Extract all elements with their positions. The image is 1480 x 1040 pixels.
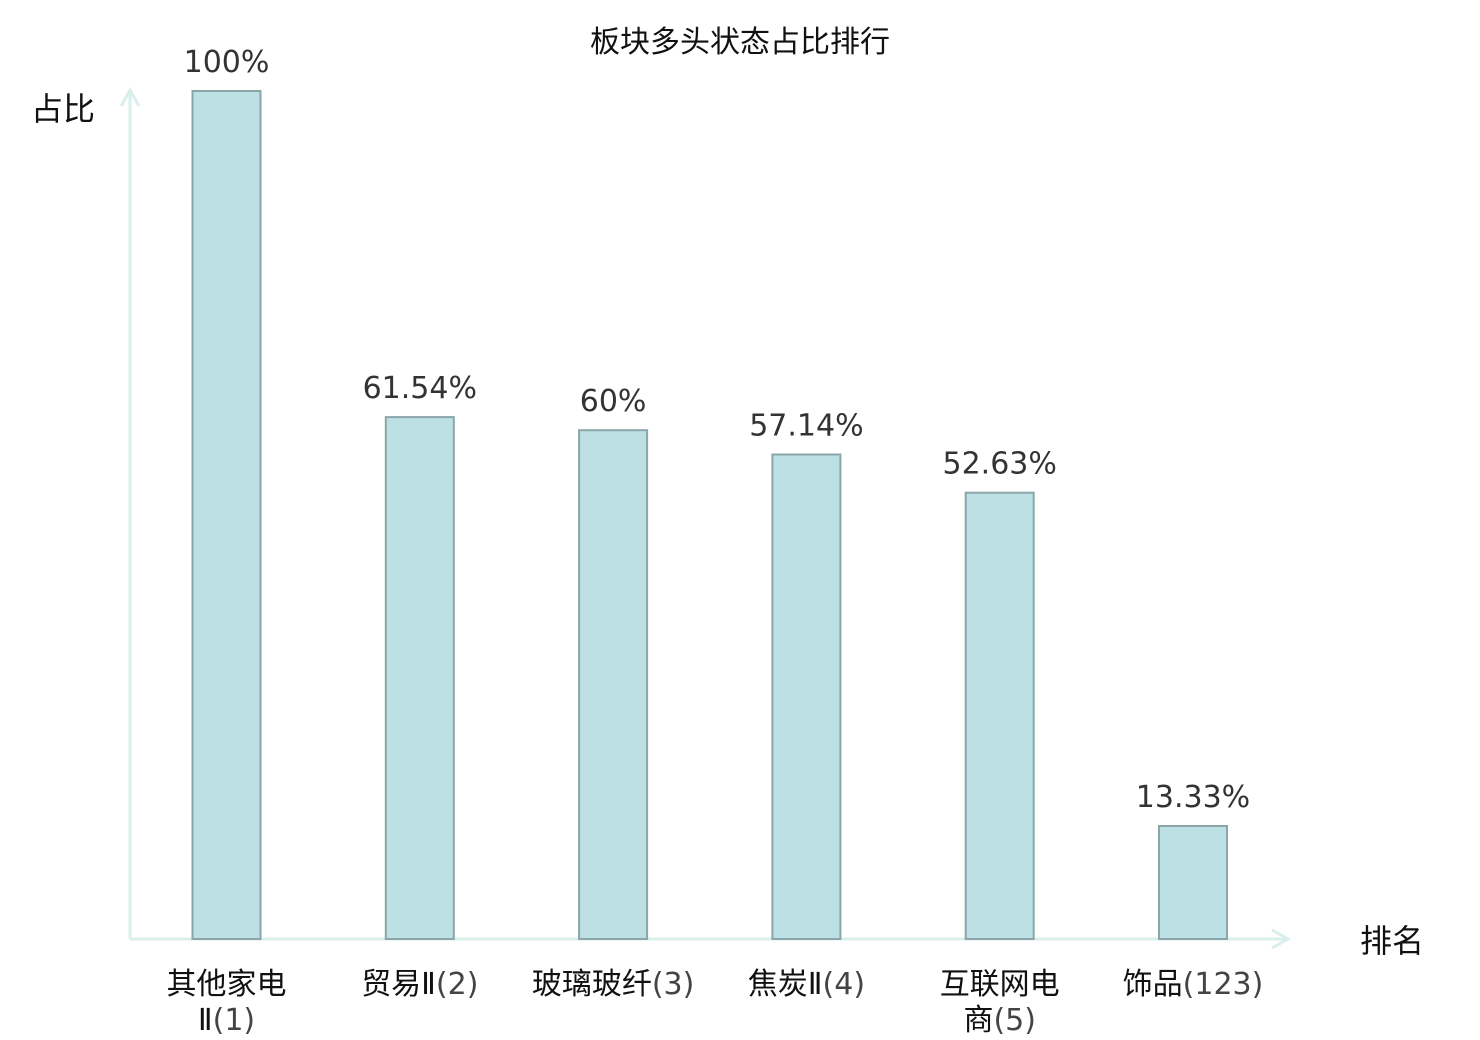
bar [578, 429, 649, 940]
category-label: 饰品(123) [1123, 967, 1264, 1002]
bar-value-label: 13.33% [1136, 780, 1250, 815]
bar [1158, 825, 1228, 940]
category-name: 饰品 [1123, 967, 1183, 1002]
category-name: 玻璃玻纤 [532, 967, 652, 1002]
x-axis-arrow [1271, 928, 1292, 950]
bar [771, 453, 842, 940]
category-name: 焦炭Ⅱ [748, 967, 823, 1002]
chart-title: 板块多头状态占比排行 [590, 25, 890, 60]
category-name: 商 [963, 1003, 993, 1038]
category-label: 焦炭Ⅱ(4) [748, 967, 865, 1002]
bar [964, 491, 1035, 940]
category-rank: (4) [823, 967, 866, 1002]
category-name: Ⅱ [198, 1003, 213, 1038]
bar-value-label: 100% [184, 45, 270, 80]
bar [384, 416, 455, 941]
y-axis-label: 占比 [31, 90, 95, 128]
category-label: 互联网电商(5) [940, 967, 1060, 1038]
category-name: 互联网电 [940, 967, 1060, 1002]
category-rank: (3) [652, 967, 695, 1002]
axes [119, 86, 1292, 950]
y-axis-arrow [119, 86, 141, 107]
bar-value-label: 52.63% [943, 447, 1057, 482]
category-labels-group: 其他家电 Ⅱ(1) 贸易Ⅱ(2) 玻璃玻纤(3) 焦炭Ⅱ(4) 互联网电商(5) 饰品(12… [167, 967, 1264, 1038]
category-rank: (2) [436, 967, 479, 1002]
category-rank: (5) [993, 1003, 1035, 1038]
bar-value-label: 60% [580, 384, 647, 419]
bars-group [191, 90, 1228, 941]
category-label: 贸易Ⅱ(2) [361, 967, 478, 1002]
category-label: 玻璃玻纤(3) [532, 967, 695, 1002]
bar-value-label: 57.14% [749, 409, 863, 444]
category-rank: (123) [1183, 967, 1264, 1002]
value-labels-group: 100% 61.54% 60% 57.14% 52.63% 13.33% [184, 45, 1251, 815]
bar [191, 90, 262, 940]
x-axis-label: 排名 [1360, 922, 1424, 960]
category-name: 其他家电 [167, 967, 287, 1002]
category-rank: (1) [213, 1003, 256, 1038]
category-name: 贸易Ⅱ [361, 967, 436, 1002]
bar-value-label: 61.54% [363, 371, 477, 406]
category-label: 其他家电 Ⅱ(1) [167, 967, 287, 1038]
